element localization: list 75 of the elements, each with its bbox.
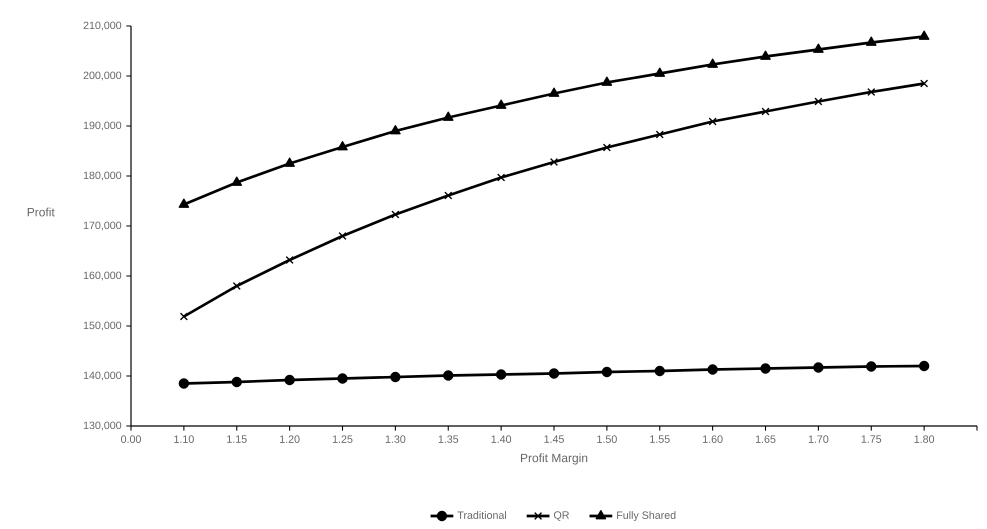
point <box>178 378 190 389</box>
point <box>548 368 560 379</box>
point <box>656 130 664 139</box>
y-tick-label: 140,000 <box>84 372 122 380</box>
point <box>813 43 824 53</box>
legend-label: Fully Shared <box>617 511 676 522</box>
point <box>286 256 294 264</box>
x-tick-label: 1.55 <box>650 435 670 443</box>
point <box>654 67 666 77</box>
y-tick-label: 210,000 <box>84 22 122 30</box>
point <box>602 76 612 86</box>
point <box>866 36 877 46</box>
x-tick-label: 1.70 <box>808 435 828 443</box>
x-tick-label: 1.20 <box>280 435 300 443</box>
point <box>761 107 770 116</box>
point <box>602 366 612 378</box>
x-tick-label: 1.65 <box>756 435 776 443</box>
point <box>496 369 506 380</box>
point <box>442 111 454 121</box>
point <box>180 312 188 321</box>
point <box>920 79 928 88</box>
point <box>602 143 611 152</box>
x-tick-label: 1.35 <box>438 435 458 443</box>
x-tick-label: 1.45 <box>544 435 564 443</box>
point <box>814 97 822 106</box>
x-tick-label: 1.10 <box>174 435 194 443</box>
point <box>918 360 930 372</box>
legend-label: QR <box>554 511 569 521</box>
y-tick-label: 200,000 <box>84 72 122 80</box>
x-axis-title: Profit Margin <box>520 453 588 465</box>
point <box>654 366 665 376</box>
point <box>391 210 400 219</box>
x-tick-label: 1.30 <box>386 435 406 443</box>
x-tick-label: 1.50 <box>597 435 617 443</box>
point <box>707 364 718 375</box>
y-tick-label: 160,000 <box>84 272 122 280</box>
point <box>338 232 347 240</box>
point <box>232 282 241 290</box>
x-tick-label: 1.60 <box>703 435 723 443</box>
point <box>444 191 452 200</box>
y-tick-label: 150,000 <box>84 322 122 330</box>
point <box>707 58 718 68</box>
point <box>232 376 242 388</box>
y-tick-label: 130,000 <box>84 422 122 430</box>
point <box>443 370 454 381</box>
point <box>866 361 876 372</box>
point <box>284 157 295 167</box>
point <box>813 362 824 373</box>
point <box>231 176 242 186</box>
x-tick-label: 1.80 <box>914 435 934 443</box>
legend-label: Traditional <box>458 511 506 519</box>
point <box>867 88 876 96</box>
point <box>548 87 560 97</box>
y-tick-label: 170,000 <box>84 222 122 230</box>
x-tick-label: 1.15 <box>227 435 247 443</box>
point <box>760 50 771 60</box>
x-tick-label: 0.00 <box>121 435 141 443</box>
point <box>497 173 506 182</box>
point <box>390 372 401 382</box>
point <box>337 373 348 384</box>
point <box>337 140 348 150</box>
y-tick-label: 180,000 <box>84 172 122 180</box>
point <box>550 158 558 166</box>
x-tick-label: 1.75 <box>862 435 882 443</box>
y-tick-label: 190,000 <box>84 122 122 130</box>
point <box>918 30 930 40</box>
point <box>390 124 401 134</box>
point <box>496 99 506 109</box>
point <box>284 374 295 386</box>
point <box>178 198 190 208</box>
point <box>708 117 717 126</box>
y-axis-title: Profit <box>28 208 55 216</box>
x-tick-label: 1.40 <box>492 435 512 443</box>
x-tick-label: 1.25 <box>332 435 352 443</box>
point <box>760 363 771 374</box>
